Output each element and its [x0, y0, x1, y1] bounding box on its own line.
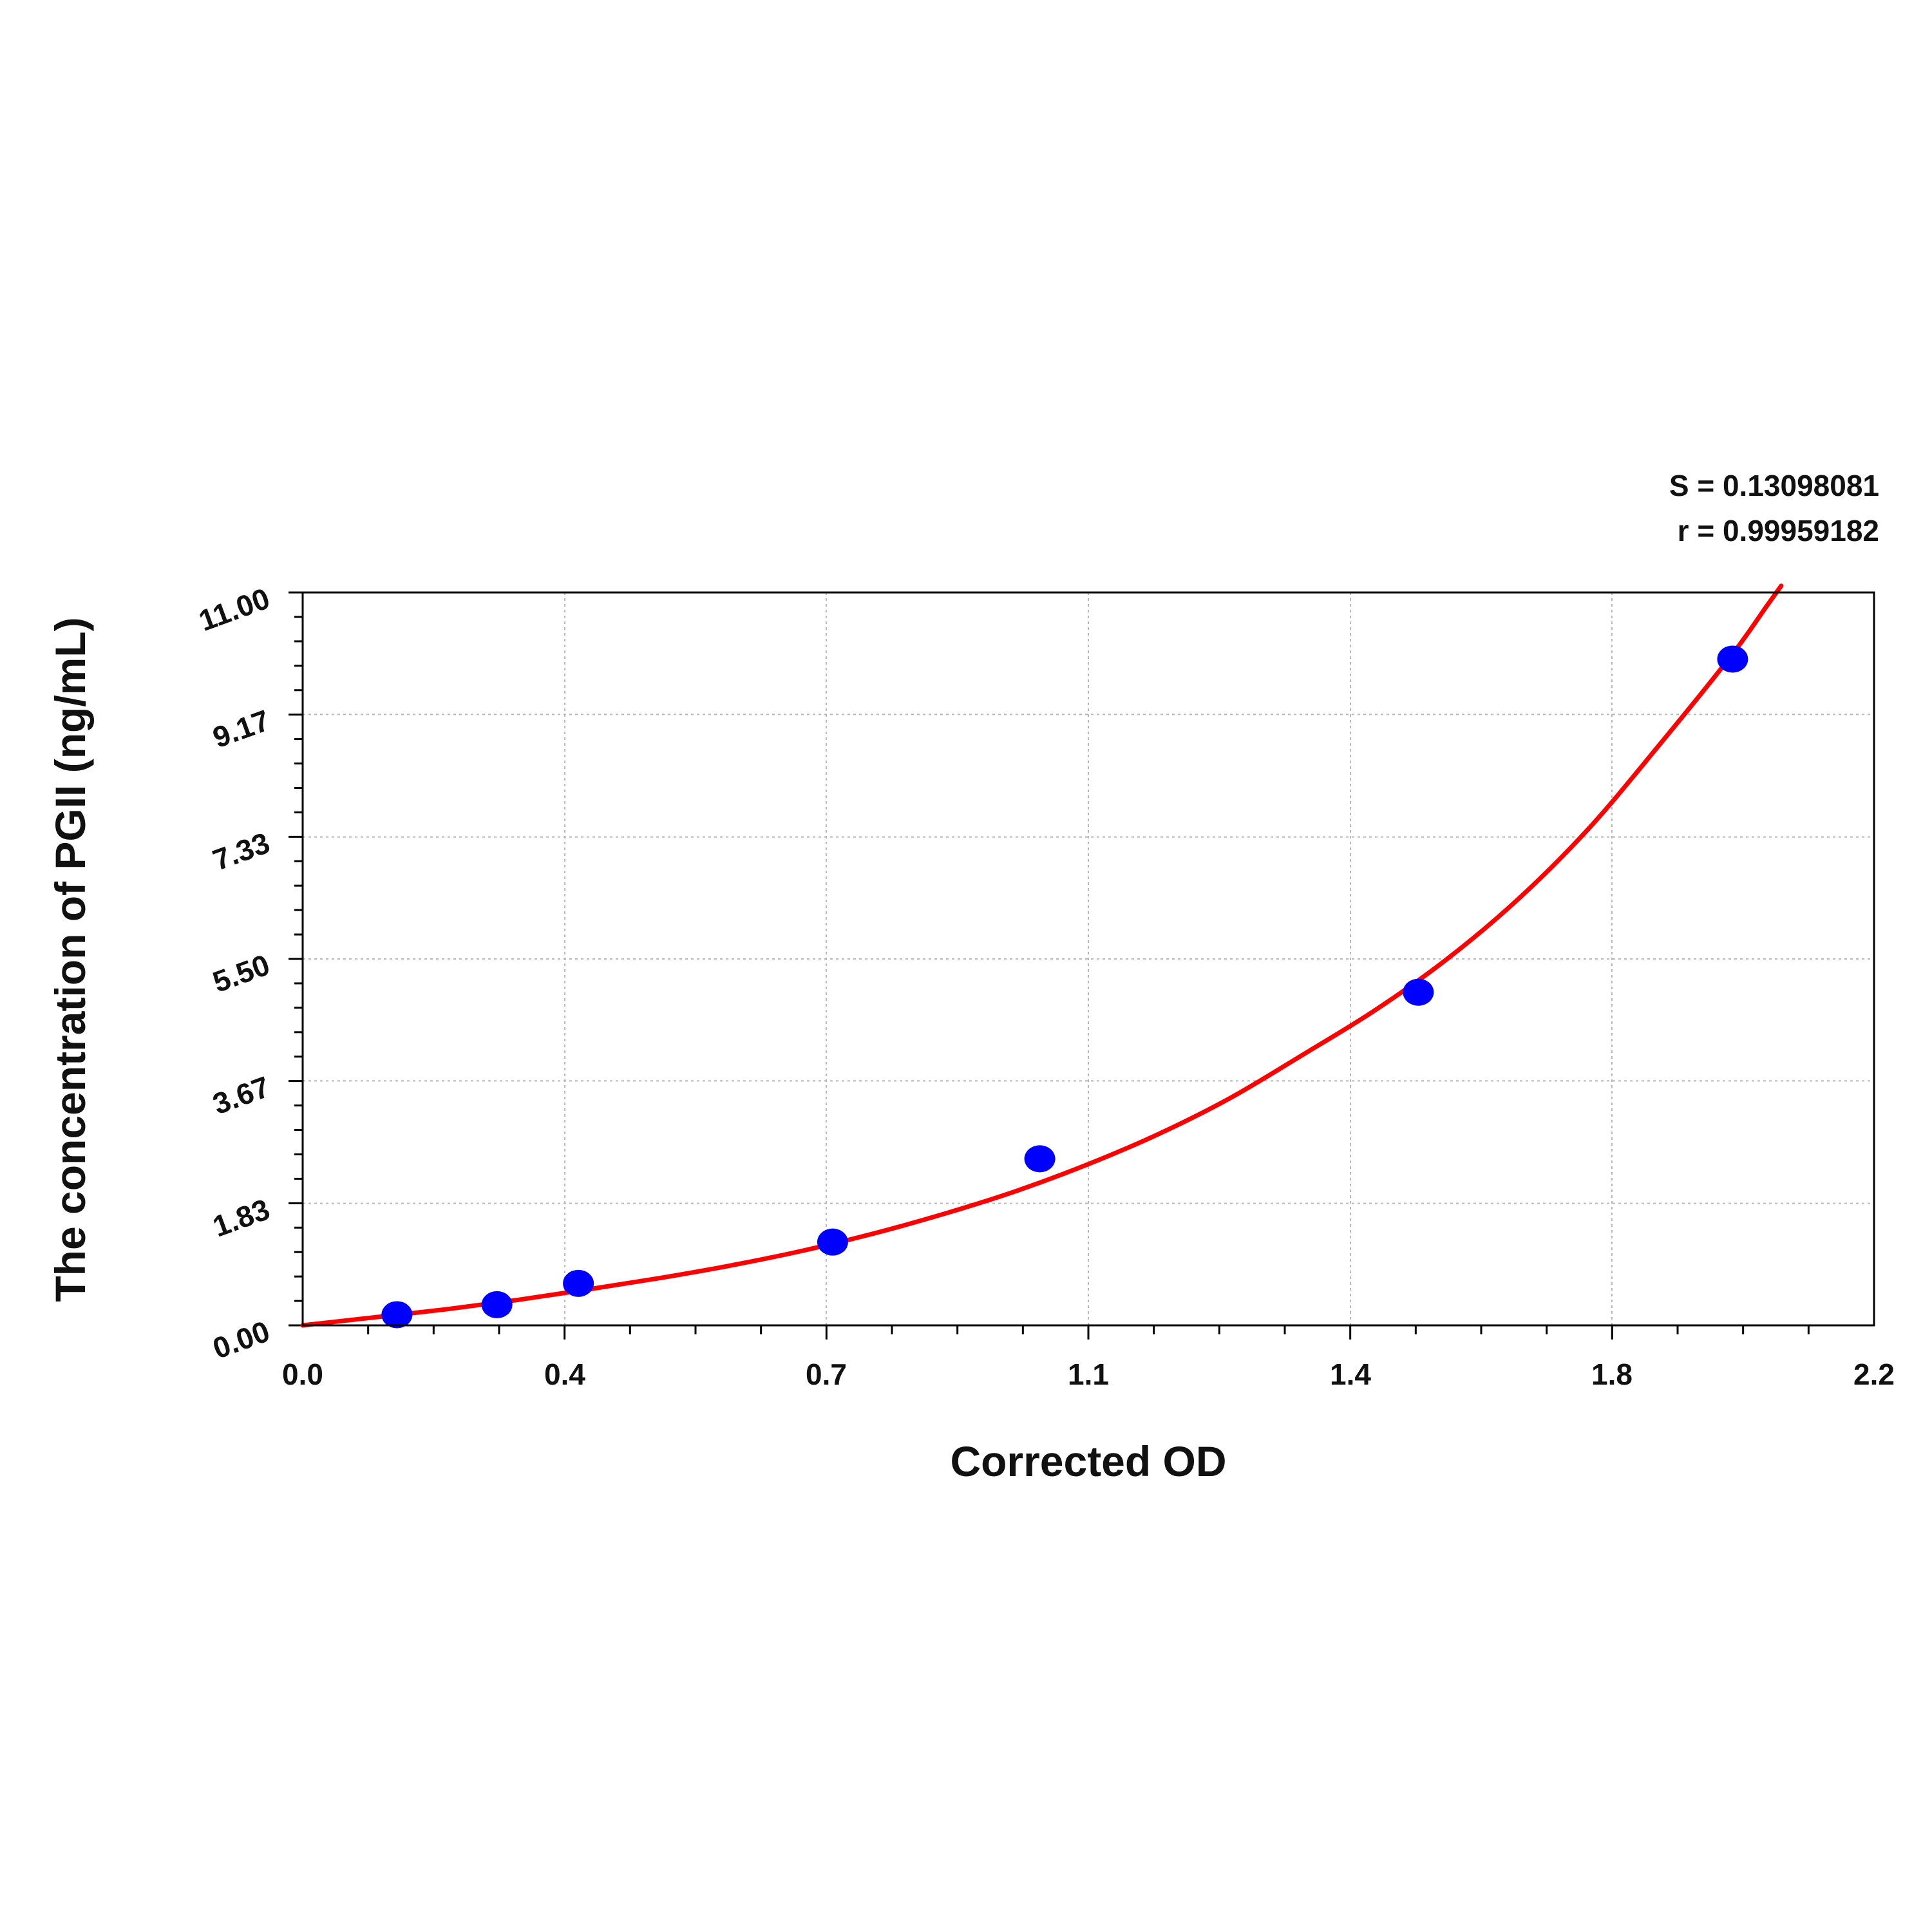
minor-tick-marks — [289, 591, 1810, 1340]
grid-lines — [303, 592, 1874, 1325]
data-point — [563, 1269, 594, 1297]
data-point — [1403, 978, 1434, 1006]
x-tick-label: 0.4 — [544, 1358, 585, 1391]
data-points — [381, 645, 1748, 1329]
x-tick-label: 1.1 — [1068, 1358, 1109, 1391]
data-point — [1024, 1145, 1056, 1173]
x-axis-title: Corrected OD — [950, 1437, 1226, 1485]
plot-frame — [301, 591, 1875, 1327]
x-tick-label: 1.4 — [1330, 1358, 1371, 1391]
r-statistic: r = 0.99959182 — [1678, 514, 1879, 547]
data-point — [1717, 645, 1748, 673]
x-tick-label: 0.0 — [282, 1358, 323, 1391]
x-tick-label: 2.2 — [1853, 1358, 1895, 1391]
data-point — [817, 1228, 848, 1256]
data-point — [481, 1291, 513, 1318]
s-statistic: S = 0.13098081 — [1669, 469, 1879, 502]
x-tick-label: 0.7 — [806, 1358, 847, 1391]
x-tick-labels: 0.0 0.4 0.7 1.1 1.4 1.8 2.2 — [282, 1358, 1895, 1391]
y-axis-title: The concentration of PGII (ng/mL) — [46, 617, 94, 1302]
x-tick-label: 1.8 — [1591, 1358, 1633, 1391]
data-point — [381, 1301, 413, 1329]
